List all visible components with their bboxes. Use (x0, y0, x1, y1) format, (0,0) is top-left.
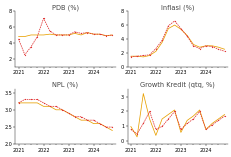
Title: PDB (%): PDB (%) (52, 4, 79, 11)
Title: Inflasi (%): Inflasi (%) (160, 4, 194, 11)
Title: Growth Kredit (qtq, %): Growth Kredit (qtq, %) (140, 82, 214, 89)
Title: NPL (%): NPL (%) (52, 82, 78, 89)
